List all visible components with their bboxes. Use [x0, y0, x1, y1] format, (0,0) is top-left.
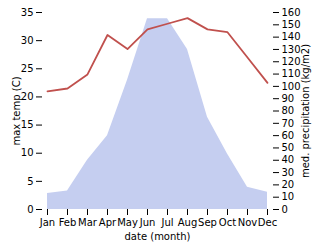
svg-text:Mar: Mar: [78, 217, 98, 228]
svg-text:Nov: Nov: [238, 217, 258, 228]
svg-text:150: 150: [282, 19, 301, 30]
svg-text:30: 30: [282, 167, 295, 178]
svg-text:130: 130: [282, 44, 301, 55]
svg-text:May: May: [117, 217, 138, 228]
svg-text:20: 20: [282, 179, 295, 190]
svg-text:Dec: Dec: [258, 217, 277, 228]
svg-text:5: 5: [27, 176, 33, 187]
svg-text:160: 160: [282, 7, 301, 18]
svg-text:Jul: Jul: [160, 217, 173, 228]
svg-text:70: 70: [282, 118, 295, 129]
svg-text:50: 50: [282, 142, 295, 153]
svg-text:30: 30: [21, 35, 34, 46]
svg-text:Jun: Jun: [139, 217, 156, 228]
svg-text:35: 35: [21, 7, 34, 18]
svg-text:0: 0: [27, 204, 33, 215]
svg-text:Sep: Sep: [198, 217, 217, 228]
svg-text:100: 100: [282, 81, 301, 92]
svg-text:0: 0: [282, 204, 288, 215]
svg-text:date (month): date (month): [125, 231, 191, 242]
svg-text:Apr: Apr: [99, 217, 117, 228]
svg-text:Aug: Aug: [178, 217, 198, 228]
svg-text:120: 120: [282, 56, 301, 67]
svg-text:med. precipitation (kg/m2): med. precipitation (kg/m2): [300, 44, 311, 178]
svg-text:25: 25: [21, 63, 34, 74]
svg-text:20: 20: [21, 91, 34, 102]
svg-text:Oct: Oct: [219, 217, 236, 228]
svg-text:10: 10: [282, 191, 295, 202]
svg-text:10: 10: [21, 147, 34, 158]
svg-text:Jan: Jan: [39, 217, 55, 228]
svg-text:15: 15: [21, 119, 34, 130]
svg-text:140: 140: [282, 31, 301, 42]
svg-text:Feb: Feb: [59, 217, 77, 228]
svg-text:80: 80: [282, 105, 295, 116]
svg-text:60: 60: [282, 130, 295, 141]
svg-text:110: 110: [282, 68, 301, 79]
svg-text:90: 90: [282, 93, 295, 104]
svg-text:40: 40: [282, 154, 295, 165]
svg-text:max temp (C): max temp (C): [11, 76, 22, 145]
